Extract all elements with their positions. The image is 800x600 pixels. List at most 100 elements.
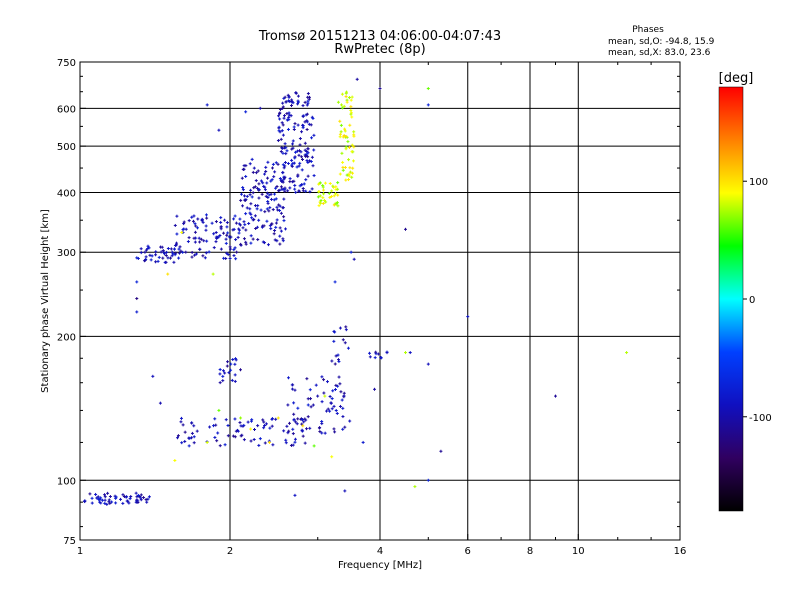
data-point [136,493,140,497]
data-point [274,225,278,229]
data-point [281,163,285,167]
data-point [334,192,338,196]
data-point [198,247,202,251]
data-point [305,159,309,163]
data-point [226,360,230,364]
data-point [284,152,288,156]
data-point [341,168,345,172]
data-point [292,125,296,129]
data-point [345,100,349,104]
data-point [110,500,114,504]
data-point [344,95,348,99]
data-point [305,152,309,156]
data-point [413,485,417,489]
data-point [278,226,282,230]
data-point [204,251,208,255]
data-point [228,256,232,260]
data-point [298,143,302,147]
data-point [212,232,216,236]
data-point [337,375,341,379]
data-point [318,430,322,434]
data-point [286,93,290,97]
data-point [242,164,246,168]
data-point [256,169,260,173]
data-point [204,224,208,228]
data-point [275,205,279,209]
data-point [300,422,304,426]
data-point [221,369,225,373]
data-point [277,114,281,118]
data-point [263,210,267,214]
data-point [297,153,301,157]
data-point [339,390,343,394]
data-point [376,352,380,356]
data-point [281,106,285,110]
data-point [106,491,110,495]
data-point [284,438,288,442]
data-point [296,102,300,106]
data-point [336,384,340,388]
data-point [103,493,107,497]
data-point [348,419,352,423]
data-point [250,418,254,422]
data-point [325,380,329,384]
y-axis-label: Stationary phase Virtual Height [km] [40,209,51,393]
data-point [179,416,183,420]
data-point [426,87,430,91]
data-point [319,199,323,203]
data-point [97,497,101,501]
data-point [236,235,240,239]
data-point [218,372,222,376]
data-point [288,186,292,190]
y-tick-label: 100 [57,476,76,487]
data-point [338,382,342,386]
data-point [253,214,257,218]
data-point [236,429,240,433]
colorbar-label: [deg] [719,71,754,86]
data-point [329,401,333,405]
data-point [114,501,118,505]
data-point [158,401,162,405]
x-tick-label: 6 [465,546,471,557]
data-point [291,139,295,143]
data-point [309,123,313,127]
data-point [344,90,348,94]
data-point [252,186,256,190]
data-point [190,250,194,254]
data-point [129,494,133,498]
data-point [368,351,372,355]
data-point [310,187,314,191]
data-point [276,162,280,166]
data-point [285,118,289,122]
data-point [182,227,186,231]
data-point [99,496,103,500]
data-point [293,122,297,126]
data-point [202,239,206,243]
data-point [139,247,143,251]
data-point [170,254,174,258]
data-point [269,192,273,196]
data-point [351,166,355,170]
data-point [330,455,334,459]
data-point [301,126,305,130]
data-point [351,159,355,163]
data-point [309,405,313,409]
data-point [99,501,103,505]
data-point [126,499,130,503]
data-point [254,226,258,230]
data-point [368,355,372,359]
data-point [408,351,412,355]
data-point [298,137,302,141]
data-point [192,435,196,439]
data-point [328,195,332,199]
data-point [338,132,342,136]
data-point [173,253,177,257]
data-point [121,501,125,505]
data-point [282,116,286,120]
data-point [291,383,295,387]
data-point [279,185,283,189]
data-point [250,216,254,220]
data-point [322,198,326,202]
data-point [330,397,334,401]
data-point [282,166,286,170]
